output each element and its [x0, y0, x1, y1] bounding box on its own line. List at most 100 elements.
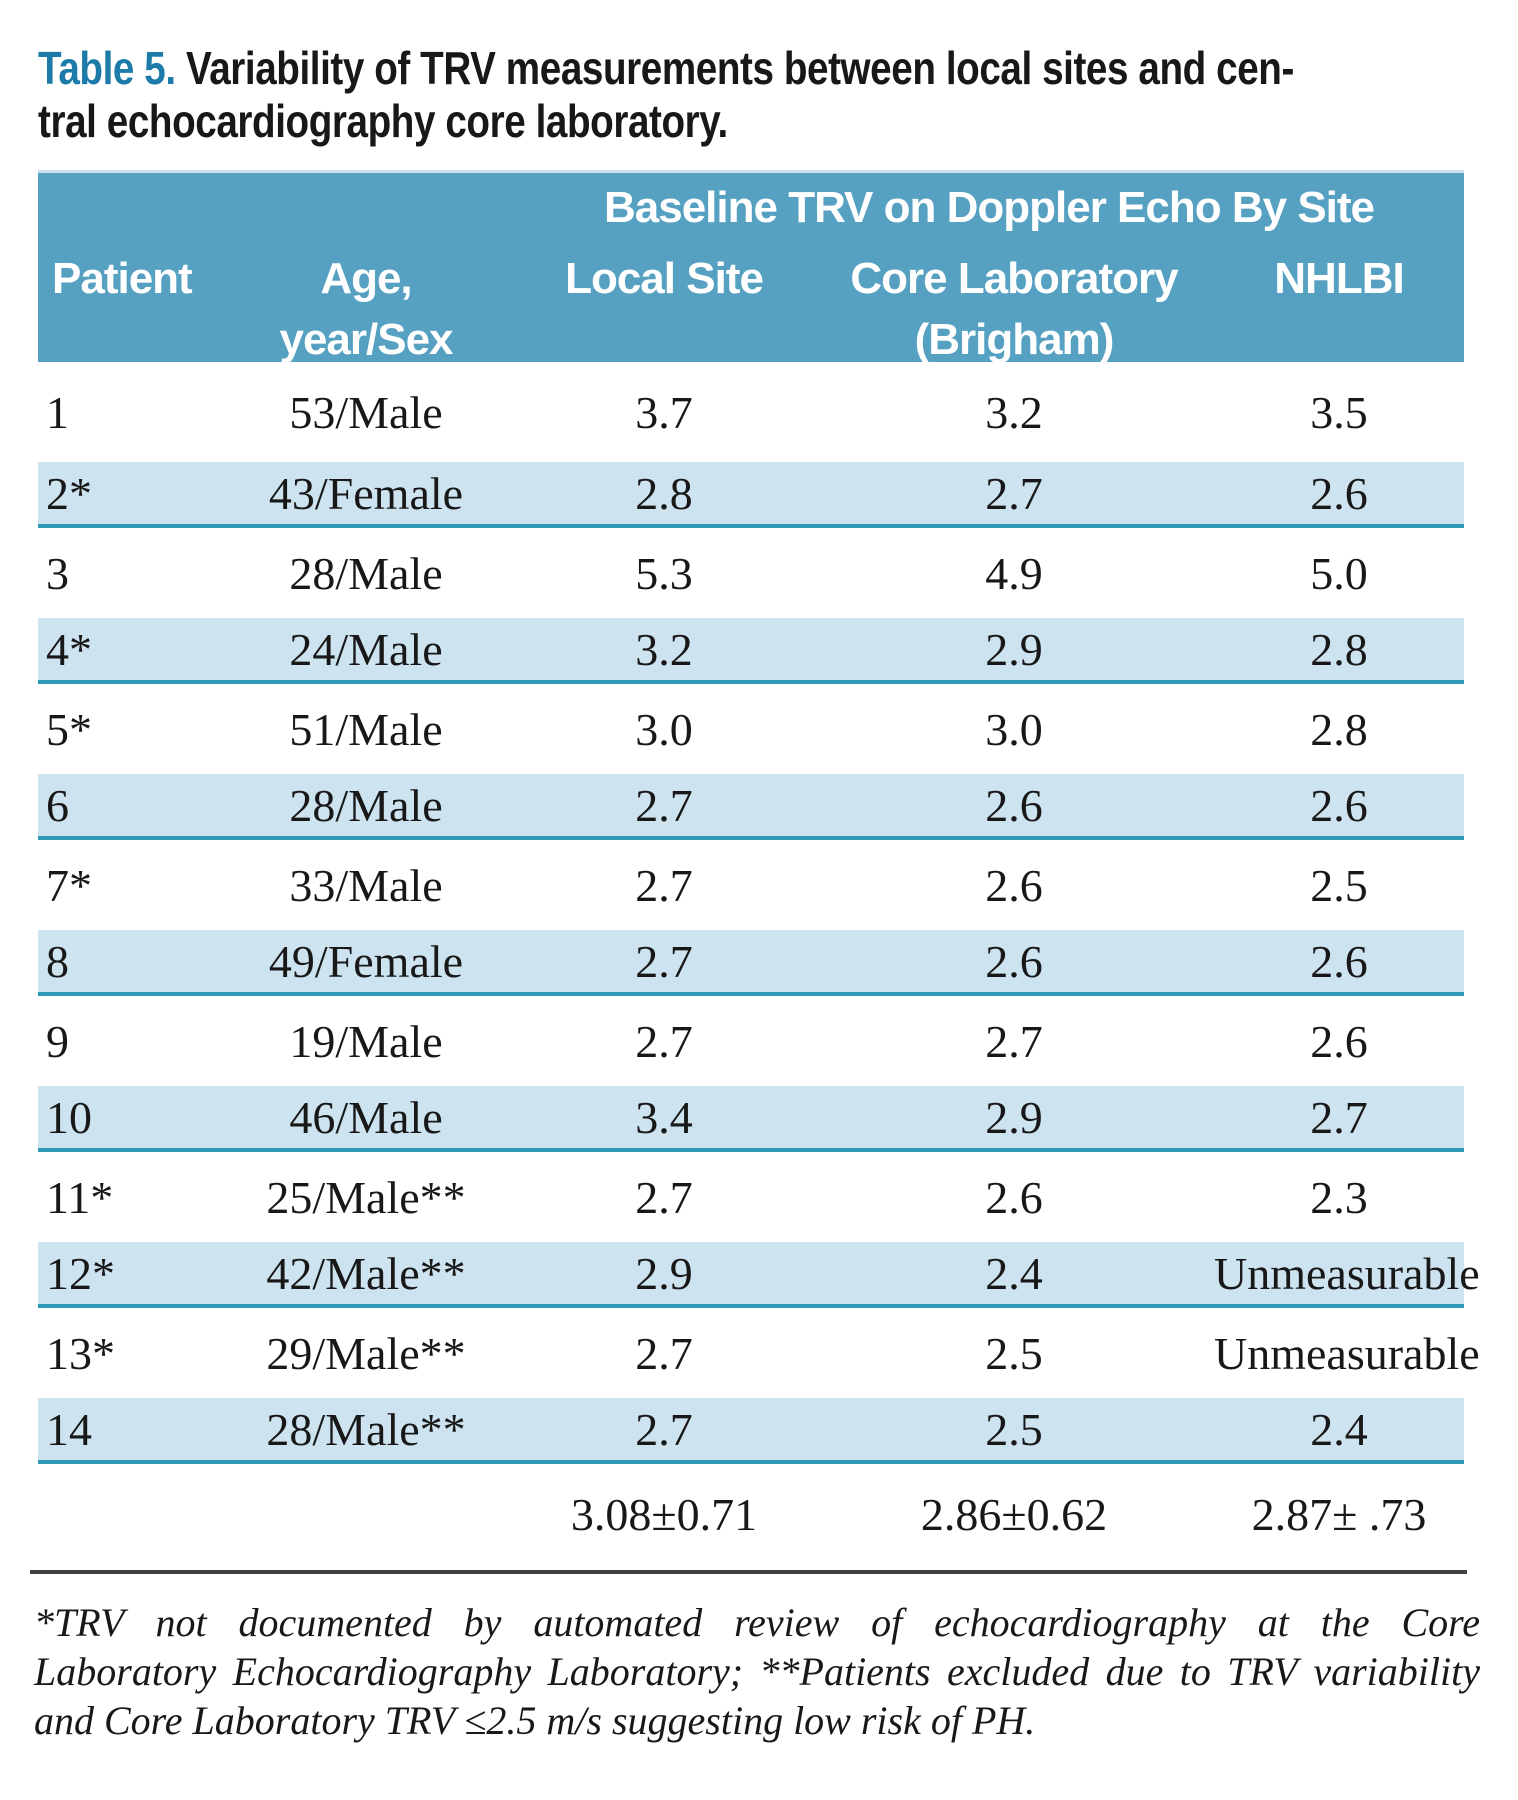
age-sex-cell: 51/Male [289, 703, 443, 755]
table-row: 2* 43/Female 2.8 2.7 2.6 [38, 462, 1464, 528]
table-header: Baseline TRV on Doppler Echo By Site Pat… [38, 170, 1464, 364]
age-sex-cell: 28/Male [289, 547, 443, 599]
age-sex-cell: 28/Male [289, 779, 443, 831]
core-lab-cell: 2.5 [985, 1403, 1043, 1455]
core-lab-cell: 2.4 [985, 1247, 1043, 1299]
patient-cell: 6 [46, 779, 69, 831]
local-site-cell: 2.7 [635, 1403, 693, 1455]
local-site-cell: 2.8 [635, 467, 693, 519]
local-site-cell: 2.7 [635, 1327, 693, 1379]
patient-cell: 5* [46, 703, 92, 755]
header-age-units: year/Sex [279, 315, 453, 364]
local-site-cell: 2.7 [635, 1015, 693, 1067]
table-row: 4* 24/Male 3.2 2.9 2.8 [38, 618, 1464, 684]
core-lab-cell: 2.7 [985, 1015, 1043, 1067]
table-row: 11* 25/Male** 2.7 2.6 2.3 [38, 1152, 1464, 1242]
footnote-line1: *TRV not documented by automated review … [34, 1600, 1480, 1645]
age-sex-cell: 43/Female [268, 467, 464, 519]
table-row: 9 19/Male 2.7 2.7 2.6 [38, 996, 1464, 1086]
table-row: 7* 33/Male 2.7 2.6 2.5 [38, 840, 1464, 930]
core-lab-cell: 2.6 [985, 935, 1043, 987]
core-lab-cell: 2.9 [985, 1091, 1043, 1143]
nhlbi-cell: Unmeasurable [1214, 1247, 1480, 1299]
local-site-cell: 2.7 [635, 859, 693, 911]
nhlbi-cell: 3.5 [1310, 386, 1368, 438]
table-row: 14 28/Male** 2.7 2.5 2.4 [38, 1398, 1464, 1464]
core-lab-cell: 2.5 [985, 1327, 1043, 1379]
table-row: 13* 29/Male** 2.7 2.5 Unmeasurable [38, 1308, 1480, 1398]
header-nhlbi: NHLBI [1274, 254, 1404, 303]
footnote-line2: Laboratory Echocardiography Laboratory; … [34, 1649, 1480, 1694]
age-sex-cell: 49/Female [268, 935, 464, 987]
divider-rule [30, 1570, 1467, 1574]
nhlbi-mean: 2.87± .73 [1251, 1488, 1427, 1540]
core-lab-cell: 2.6 [985, 1171, 1043, 1223]
nhlbi-cell: 2.8 [1310, 703, 1368, 755]
patient-cell: 1 [46, 386, 69, 438]
patient-cell: 14 [46, 1403, 92, 1455]
header-core-laboratory: Core Laboratory [850, 254, 1178, 303]
nhlbi-cell: 2.5 [1310, 859, 1368, 911]
nhlbi-cell: 2.6 [1310, 1015, 1368, 1067]
core-lab-mean: 2.86±0.62 [920, 1488, 1108, 1540]
patient-cell: 4* [46, 623, 92, 675]
table-row: 1 53/Male 3.7 3.2 3.5 [38, 362, 1464, 462]
trv-variability-table: Baseline TRV on Doppler Echo By Site Pat… [38, 170, 1480, 1564]
patient-cell: 3 [46, 547, 69, 599]
age-sex-cell: 29/Male** [266, 1327, 466, 1379]
core-lab-cell: 2.9 [985, 623, 1043, 675]
patient-cell: 9 [46, 1015, 69, 1067]
local-site-mean: 3.08±0.71 [570, 1488, 758, 1540]
age-sex-cell: 46/Male [289, 1091, 443, 1143]
core-lab-cell: 2.6 [985, 779, 1043, 831]
core-lab-cell: 4.9 [985, 547, 1043, 599]
nhlbi-cell: 2.6 [1310, 467, 1368, 519]
table-row: 6 28/Male 2.7 2.6 2.6 [38, 774, 1464, 840]
local-site-cell: 2.7 [635, 935, 693, 987]
table-row: 12* 42/Male** 2.9 2.4 Unmeasurable [38, 1242, 1480, 1308]
local-site-cell: 3.4 [635, 1091, 693, 1143]
header-core-brigham: (Brigham) [914, 315, 1115, 364]
patient-cell: 2* [46, 467, 92, 519]
patient-cell: 11* [46, 1171, 114, 1223]
table-title-line2: tral echocardiography core laboratory. [38, 95, 728, 147]
footnote-line3: and Core Laboratory TRV ≤2.5 m/s suggest… [34, 1698, 1036, 1743]
nhlbi-cell: 2.6 [1310, 935, 1368, 987]
local-site-cell: 5.3 [635, 547, 693, 599]
patient-cell: 13* [46, 1327, 115, 1379]
table-row: 10 46/Male 3.4 2.9 2.7 [38, 1086, 1464, 1152]
footnote: *TRV not documented by automated review … [34, 1598, 1480, 1745]
patient-cell: 7* [46, 859, 92, 911]
nhlbi-cell: 5.0 [1310, 547, 1368, 599]
nhlbi-cell: 2.8 [1310, 623, 1368, 675]
table-row: 8 49/Female 2.7 2.6 2.6 [38, 930, 1464, 996]
table-title: Table 5. Variability of TRV measurements… [38, 42, 1294, 148]
header-group-baseline-trv: Baseline TRV on Doppler Echo By Site [603, 183, 1375, 232]
age-sex-cell: 42/Male** [266, 1247, 466, 1299]
local-site-cell: 2.7 [635, 779, 693, 831]
age-sex-cell: 53/Male [289, 386, 443, 438]
patient-cell: 10 [46, 1091, 92, 1143]
header-age: Age, [320, 254, 412, 303]
summary-row: 3.08±0.71 2.86±0.62 2.87± .73 [38, 1464, 1464, 1564]
nhlbi-cell: 2.6 [1310, 779, 1368, 831]
nhlbi-cell: 2.7 [1310, 1091, 1368, 1143]
local-site-cell: 2.7 [635, 1171, 693, 1223]
age-sex-cell: 24/Male [289, 623, 443, 675]
table-number: Table 5. [38, 42, 176, 94]
age-sex-cell: 33/Male [289, 859, 443, 911]
local-site-cell: 3.2 [635, 623, 693, 675]
local-site-cell: 3.0 [635, 703, 693, 755]
local-site-cell: 2.9 [635, 1247, 693, 1299]
age-sex-cell: 28/Male** [266, 1403, 466, 1455]
table-title-line1: Variability of TRV measurements between … [185, 42, 1294, 94]
patient-cell: 12* [46, 1247, 115, 1299]
nhlbi-cell: 2.4 [1310, 1403, 1368, 1455]
core-lab-cell: 3.2 [985, 386, 1043, 438]
core-lab-cell: 3.0 [985, 703, 1043, 755]
table-row: 3 28/Male 5.3 4.9 5.0 [38, 528, 1464, 618]
core-lab-cell: 2.7 [985, 467, 1043, 519]
nhlbi-cell: Unmeasurable [1214, 1327, 1480, 1379]
header-local-site: Local Site [565, 254, 764, 303]
